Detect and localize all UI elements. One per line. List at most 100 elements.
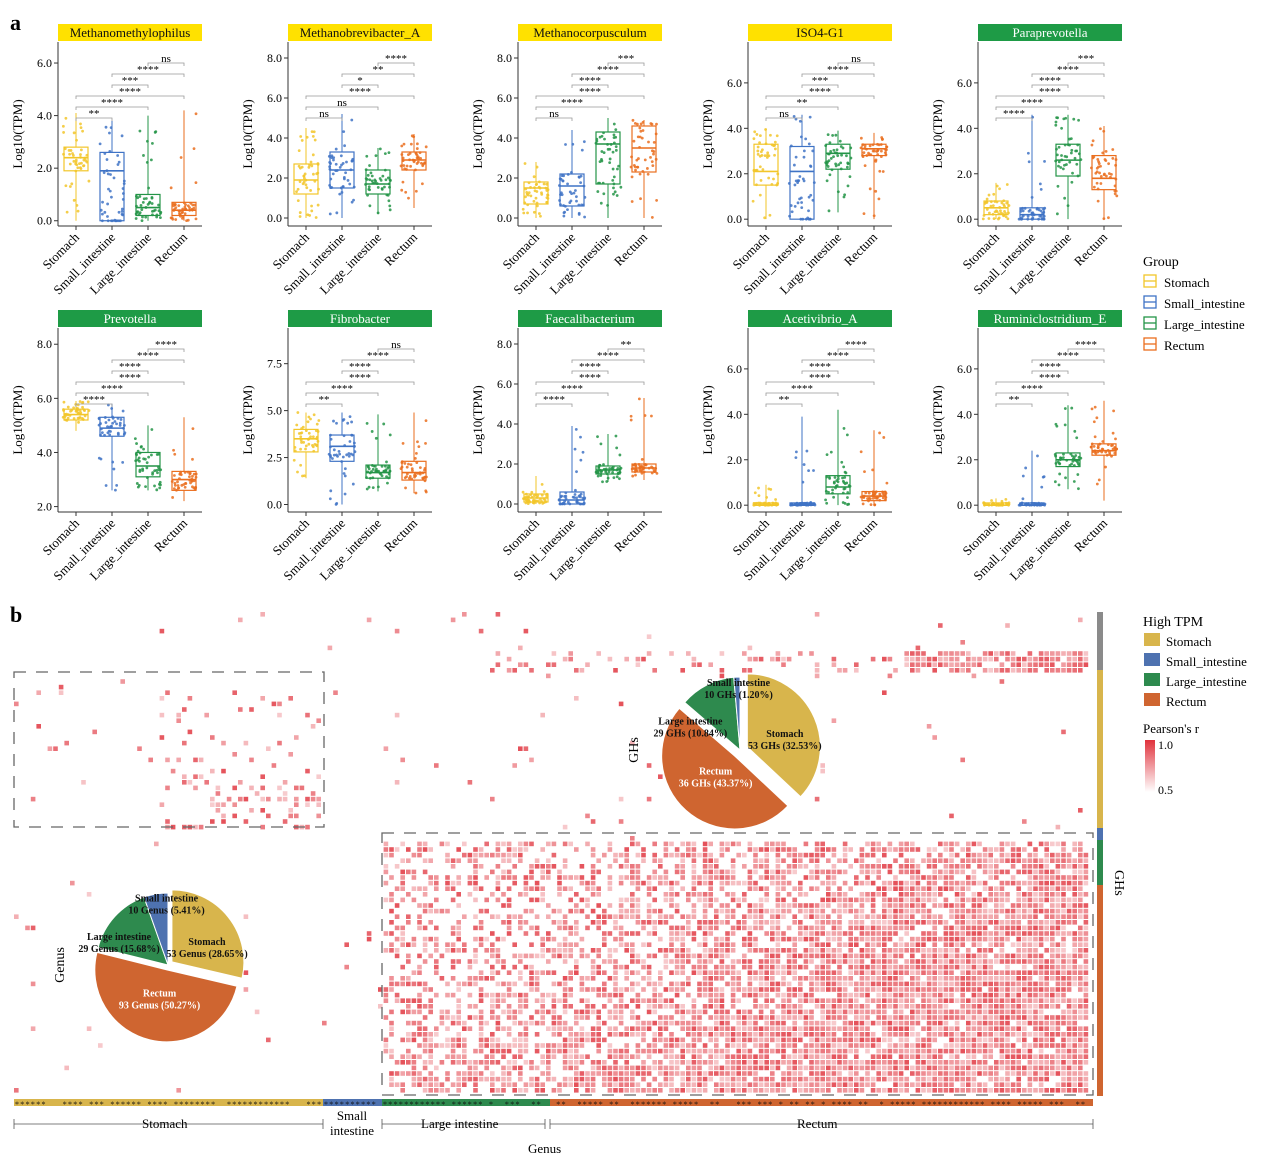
heatmap-cell	[708, 892, 713, 897]
heatmap-cell	[926, 987, 932, 992]
heatmap-cell	[758, 864, 764, 869]
heatmap-cell	[462, 914, 467, 919]
heatmap-cell	[406, 869, 411, 875]
heatmap-cell	[708, 931, 713, 936]
heatmap-cell	[691, 964, 697, 970]
y-tick-label: 0.0	[727, 498, 742, 512]
heatmap-cell	[1083, 662, 1089, 667]
heatmap-cell	[590, 880, 596, 886]
heatmap-cell	[803, 852, 809, 858]
jitter-point	[68, 162, 72, 166]
jitter-point	[649, 122, 653, 125]
jitter-point	[135, 442, 138, 445]
heatmap-cell	[523, 981, 529, 987]
heatmap-cell	[232, 785, 237, 791]
jitter-point	[807, 142, 811, 146]
heatmap-cell	[932, 987, 937, 992]
jitter-point	[794, 456, 798, 460]
significance-label: ****	[349, 361, 371, 373]
heatmap-cell	[1050, 948, 1055, 953]
significance-bracket	[305, 117, 343, 121]
heatmap-cell	[658, 936, 663, 942]
heatmap-cell	[1005, 964, 1010, 970]
significance-bracket	[111, 84, 149, 88]
heatmap-cell	[607, 914, 613, 919]
heatmap-cell	[473, 869, 478, 875]
heatmap-cell	[697, 852, 702, 858]
heatmap-cell	[417, 998, 422, 1003]
heatmap-cell	[422, 942, 428, 947]
heatmap-cell	[966, 852, 971, 858]
jitter-point	[758, 154, 762, 158]
jitter-point	[82, 164, 86, 168]
heatmap-cell	[865, 981, 870, 987]
heatmap-cell	[1072, 976, 1077, 981]
heatmap-cell	[316, 813, 321, 819]
significance-bracket	[607, 62, 645, 66]
jitter-point	[807, 469, 810, 473]
jitter-point	[1108, 451, 1111, 454]
heatmap-cell	[215, 785, 221, 791]
jitter-point	[846, 496, 849, 499]
heatmap-cell	[658, 992, 663, 998]
heatmap-cell	[1050, 987, 1055, 992]
heatmap-cell	[1027, 651, 1033, 656]
jitter-point	[862, 212, 866, 216]
heatmap-cell	[876, 987, 881, 992]
heatmap-cell	[193, 774, 198, 779]
jitter-point	[614, 128, 618, 132]
heatmap-cell	[960, 964, 965, 970]
heatmap-cell	[831, 847, 837, 852]
heatmap-cell	[988, 920, 993, 925]
heatmap-cell	[428, 936, 433, 942]
heatmap-cell	[686, 959, 691, 964]
heatmap-cell	[775, 908, 781, 914]
heatmap-cell	[467, 976, 473, 981]
heatmap-cell	[1005, 651, 1010, 656]
heatmap-cell	[943, 886, 949, 891]
heatmap-cell	[870, 914, 876, 919]
heatmap-cell	[266, 796, 271, 802]
heatmap-cell	[562, 953, 568, 959]
heatmap-cell	[428, 858, 433, 863]
heatmap-cell	[1027, 662, 1033, 667]
significance-label: **	[319, 394, 330, 406]
heatmap-cell	[708, 886, 713, 891]
boxplot-fibrobacter: Fibrobacter0.02.55.07.5Log10(TPM)Stomach…	[240, 310, 432, 583]
jitter-point	[640, 457, 644, 461]
heatmap-cell	[742, 897, 747, 903]
heatmap-cell	[865, 936, 870, 942]
heatmap-cell	[1050, 953, 1055, 959]
heatmap-cell	[758, 981, 764, 987]
heatmap-cell	[562, 864, 568, 869]
heatmap-cell	[719, 959, 725, 964]
jitter-point	[1054, 422, 1058, 426]
heatmap-cell	[624, 656, 629, 662]
heatmap-cell	[938, 903, 943, 908]
heatmap-cell	[904, 892, 909, 897]
heatmap-cell	[512, 668, 517, 673]
heatmap-cell	[630, 953, 635, 959]
significance-label: ****	[83, 394, 105, 406]
heatmap-cell	[411, 981, 417, 987]
heatmap-cell	[960, 668, 965, 673]
heatmap-cell	[1010, 920, 1016, 925]
heatmap-cell	[529, 976, 534, 981]
jitter-point	[144, 197, 148, 200]
heatmap-cell	[1005, 841, 1010, 847]
heatmap-cell	[243, 819, 249, 824]
jitter-point	[871, 496, 875, 500]
jitter-point	[79, 126, 83, 129]
jitter-point	[877, 197, 881, 201]
heatmap-cell	[775, 656, 781, 662]
heatmap-cell	[445, 858, 450, 863]
jitter-point	[345, 160, 348, 164]
jitter-point	[71, 154, 75, 157]
heatmap-cell	[523, 662, 529, 667]
heatmap-cell	[641, 880, 646, 886]
heatmap-cell	[798, 880, 803, 886]
significance-bracket	[341, 73, 415, 77]
jitter-point	[991, 204, 995, 207]
jitter-point	[79, 153, 82, 156]
